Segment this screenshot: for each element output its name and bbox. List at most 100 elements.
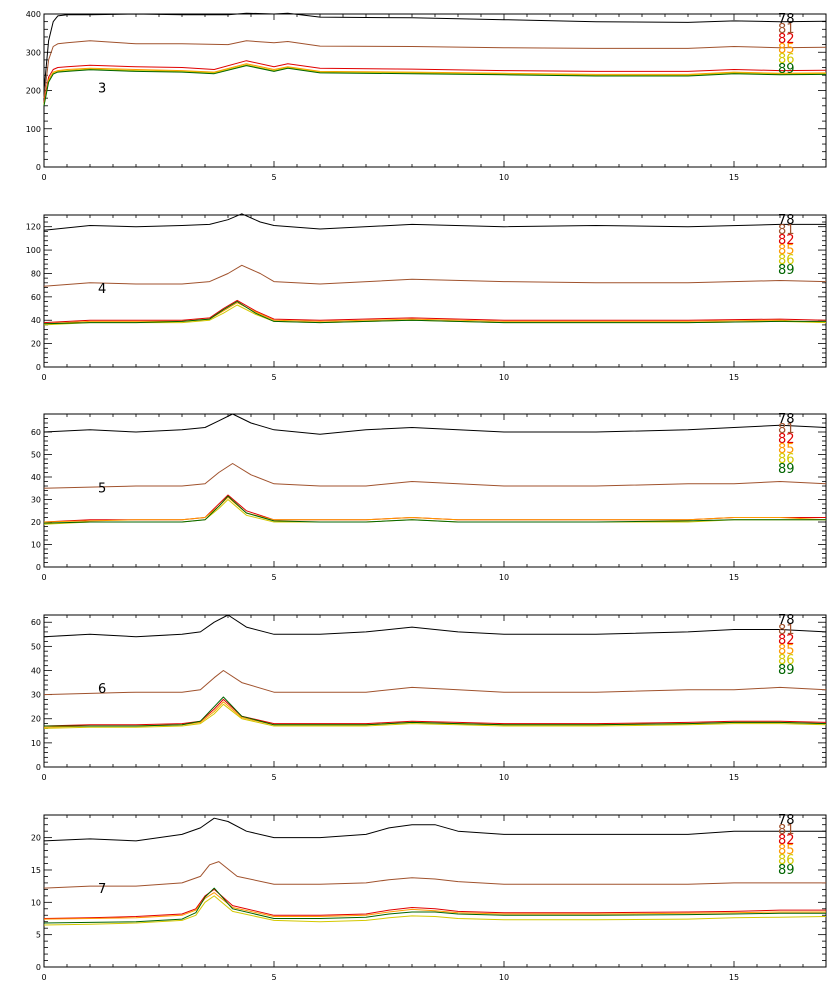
plot-frame <box>43 214 827 368</box>
x-tick-label: 0 <box>41 573 46 582</box>
plot-frame <box>43 614 827 768</box>
legend-entry-89: 89 <box>778 62 795 77</box>
y-tick-label: 300 <box>26 48 41 57</box>
legend-entry-81: 81 <box>778 223 795 238</box>
legend-entry-86: 86 <box>778 253 795 268</box>
legend-entry-89: 89 <box>778 663 795 678</box>
legend-entry-81: 81 <box>778 623 795 638</box>
series-line-82 <box>43 888 826 919</box>
legend-entry-85: 85 <box>778 42 795 57</box>
y-tick-label: 20 <box>31 518 41 527</box>
y-tick-label: 5 <box>36 931 41 940</box>
series-line-81 <box>43 40 827 99</box>
legend-entry-89: 89 <box>778 863 795 878</box>
legend-entry-89: 89 <box>778 462 795 477</box>
series-line-86 <box>43 64 827 106</box>
series-line-85 <box>43 892 826 920</box>
y-tick-label: 60 <box>31 618 41 627</box>
legend-entry-78: 78 <box>778 613 795 628</box>
y-tick-label: 0 <box>36 563 41 572</box>
legend-entry-82: 82 <box>778 432 795 447</box>
y-tick-label: 20 <box>31 715 41 724</box>
y-tick-label: 15 <box>31 866 41 875</box>
legend-entry-82: 82 <box>778 633 795 648</box>
series-line-82 <box>43 494 826 523</box>
panel-number-label: 5 <box>98 482 106 497</box>
series-line-82 <box>43 299 827 324</box>
y-tick-label: 30 <box>31 496 41 505</box>
x-tick-label: 15 <box>729 373 739 382</box>
series-line-81 <box>43 264 827 287</box>
series-line-82 <box>43 60 827 103</box>
legend-entry-78: 78 <box>778 12 795 27</box>
x-tick-label: 15 <box>729 573 739 582</box>
x-tick-label: 10 <box>499 573 509 582</box>
y-tick-label: 10 <box>31 898 41 907</box>
legend-entry-81: 81 <box>778 22 795 37</box>
legend-entry-86: 86 <box>778 853 795 868</box>
y-tick-label: 120 <box>26 223 41 232</box>
panel-number-label: 6 <box>98 682 106 697</box>
legend-entry-82: 82 <box>778 233 795 248</box>
plot-frame <box>43 13 827 168</box>
y-tick-label: 40 <box>31 666 41 675</box>
x-tick-label: 15 <box>729 973 739 982</box>
series-line-89 <box>43 301 826 325</box>
series-line-86 <box>43 895 827 926</box>
legend-entry-86: 86 <box>778 452 795 467</box>
y-tick-label: 100 <box>26 246 41 255</box>
series-line-85 <box>43 496 827 523</box>
y-tick-label: 80 <box>31 269 41 278</box>
series-line-85 <box>43 302 827 325</box>
x-tick-label: 0 <box>41 973 46 982</box>
x-tick-label: 10 <box>499 173 509 182</box>
x-tick-label: 5 <box>271 773 276 782</box>
series-line-78 <box>43 213 826 231</box>
legend-entry-81: 81 <box>778 422 795 437</box>
x-tick-label: 0 <box>41 173 46 182</box>
series-line-89 <box>43 495 826 524</box>
y-tick-label: 200 <box>26 87 41 96</box>
x-tick-label: 5 <box>271 373 276 382</box>
legend-entry-89: 89 <box>778 263 795 278</box>
y-tick-label: 40 <box>31 316 41 325</box>
x-tick-label: 10 <box>499 373 509 382</box>
y-tick-label: 30 <box>31 691 41 700</box>
series-line-89 <box>43 65 827 106</box>
legend-entry-85: 85 <box>778 243 795 258</box>
series-line-89 <box>43 887 826 924</box>
y-tick-label: 50 <box>31 451 41 460</box>
y-tick-label: 0 <box>36 163 41 172</box>
series-line-78 <box>43 614 827 638</box>
series-line-82 <box>43 698 827 727</box>
y-tick-label: 60 <box>31 428 41 437</box>
legend-entry-82: 82 <box>778 32 795 47</box>
series-line-81 <box>43 670 827 696</box>
x-tick-label: 5 <box>271 973 276 982</box>
y-tick-label: 400 <box>26 10 41 19</box>
y-tick-label: 20 <box>31 834 41 843</box>
y-tick-label: 40 <box>31 473 41 482</box>
panel-number-label: 4 <box>98 282 106 297</box>
legend-entry-86: 86 <box>778 653 795 668</box>
x-tick-label: 10 <box>499 973 509 982</box>
y-tick-label: 0 <box>36 963 41 972</box>
y-tick-label: 0 <box>36 763 41 772</box>
legend-entry-78: 78 <box>778 213 795 228</box>
plot-frame <box>43 413 827 568</box>
y-tick-label: 10 <box>31 541 41 550</box>
series-line-81 <box>43 463 827 489</box>
series-line-78 <box>43 817 826 842</box>
series-line-81 <box>43 861 826 889</box>
x-tick-label: 0 <box>41 373 46 382</box>
x-tick-label: 15 <box>729 173 739 182</box>
x-tick-label: 5 <box>271 173 276 182</box>
series-line-86 <box>43 703 827 729</box>
legend-entry-82: 82 <box>778 833 795 848</box>
